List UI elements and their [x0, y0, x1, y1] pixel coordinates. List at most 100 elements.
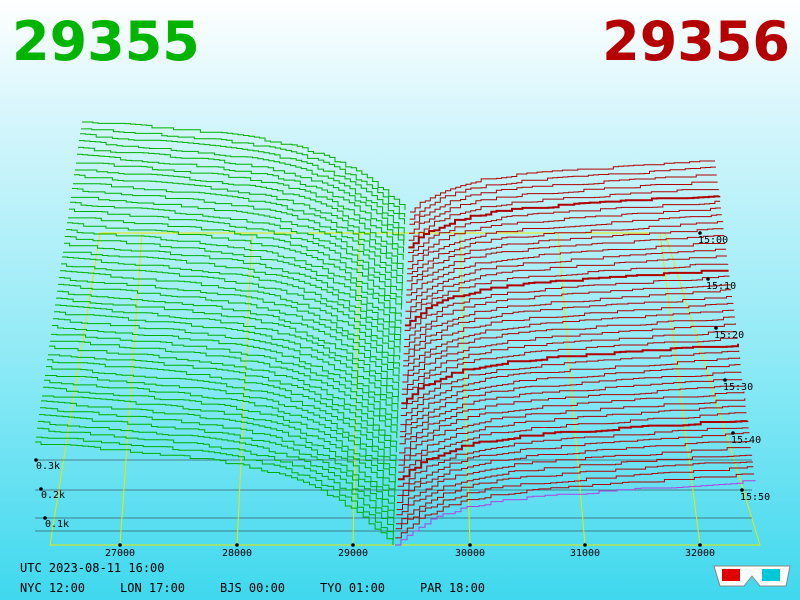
ask-depth-line [403, 289, 732, 348]
ask-depth-line [403, 302, 734, 362]
bid-depth-line [57, 290, 400, 389]
ask-depth-line [407, 214, 722, 270]
bid-depth-line [36, 436, 394, 540]
bid-depth-line [80, 133, 405, 225]
depth-tick [43, 516, 47, 520]
ask-depth-line [395, 473, 755, 539]
bid-depth-line [69, 208, 403, 305]
bid-depth-line [75, 169, 404, 260]
price-tick [698, 543, 702, 547]
bid-depth-line [61, 263, 401, 360]
ask-depth-line [399, 391, 745, 454]
bid-depth-line [56, 297, 399, 398]
ask-depth-line [396, 441, 751, 503]
ask-depth-line [409, 181, 718, 234]
bid-price: 29355 [12, 10, 200, 73]
ask-depth-line [397, 427, 749, 487]
ask-depth-line [404, 284, 731, 340]
price-grid-line [352, 232, 361, 546]
bid-depth-line [38, 420, 395, 524]
axis-labels: 27000 28000 29000 30000 31000 32000 0.3k 0.2k 0.… [34, 231, 770, 559]
ask-depth-line [406, 228, 724, 282]
ask-depth-line [409, 174, 717, 225]
zone-time: TYO 01:00 [320, 581, 385, 595]
ask-depth-line [407, 207, 721, 263]
price-tick [468, 543, 472, 547]
ask-depth-line [398, 412, 747, 473]
bid-depth-line [43, 386, 396, 490]
ask-depth-line [407, 221, 724, 275]
ask-depth-line [402, 316, 736, 376]
ask-depth-line [398, 405, 746, 466]
bid-depth-line [71, 196, 403, 291]
zone-time: LON 17:00 [120, 581, 185, 595]
ask-depth-line [400, 357, 741, 416]
ask-depth-line [405, 248, 727, 303]
ask-depth-line [408, 200, 721, 253]
ask-depth-line [402, 331, 737, 390]
price-label: 30000 [455, 548, 485, 559]
bid-depth-line [40, 407, 395, 512]
ask-depth-line [398, 398, 746, 461]
ask-depth-line [403, 309, 735, 367]
bid-depth-line [70, 201, 403, 296]
ask-depth-line [403, 296, 732, 355]
time-tick [698, 231, 702, 235]
ask-depth-line [405, 263, 729, 319]
bid-depth-line [58, 283, 400, 382]
ask-depth-line [395, 480, 756, 546]
price-tick [235, 543, 239, 547]
bid-depth-line [63, 251, 401, 346]
bid-depth-line [35, 441, 394, 545]
bid-depth-line [45, 375, 397, 474]
bid-depth-line [64, 242, 401, 341]
ask-depth-line [397, 432, 750, 496]
depth-lines [35, 121, 756, 546]
time-tick [740, 488, 744, 492]
bid-depth-line [78, 146, 405, 241]
ask-depth-line [408, 195, 721, 249]
ask-depth-line [396, 447, 751, 511]
ask-depth-line [409, 166, 716, 220]
price-tick [351, 543, 355, 547]
zone-time: BJS 00:00 [220, 581, 285, 595]
bid-depth-line [77, 153, 405, 246]
ask-depth-line [408, 189, 719, 241]
time-label: 15:20 [714, 330, 744, 341]
depth-tick [34, 458, 38, 462]
depth-tick [39, 487, 43, 491]
price-label: 27000 [105, 548, 135, 559]
bid-depth-line [62, 256, 401, 353]
bid-depth-line [53, 318, 399, 419]
time-label: 15:00 [698, 235, 728, 246]
bid-depth-line [50, 340, 398, 439]
bid-depth-line [81, 128, 406, 218]
bid-depth-line [49, 345, 398, 446]
price-grid-line [557, 232, 586, 546]
price-label: 28000 [222, 548, 252, 559]
ask-depth-line [401, 343, 739, 405]
price-tick [583, 543, 587, 547]
time-label: 15:50 [740, 492, 770, 503]
bid-depth-line [65, 236, 402, 334]
depth-label: 0.1k [45, 519, 69, 530]
ask-depth-line [396, 454, 753, 516]
ask-depth-line [404, 269, 729, 327]
time-tick [723, 378, 727, 382]
ask-depth-line [405, 255, 727, 312]
time-tick [731, 431, 735, 435]
bid-depth-line [39, 414, 395, 517]
bid-depth-line [66, 229, 402, 324]
ask-depth-line [400, 364, 741, 426]
ask-depth-line [406, 235, 725, 291]
time-tick [706, 277, 710, 281]
bid-depth-line [67, 222, 402, 317]
zone-time: NYC 12:00 [20, 581, 85, 595]
ask-depth-line [396, 461, 753, 525]
ask-price: 29356 [602, 10, 790, 73]
ask-depth-line [399, 379, 743, 438]
price-label: 31000 [570, 548, 600, 559]
time-tick [714, 326, 718, 330]
zone-time: PAR 18:00 [420, 581, 485, 595]
